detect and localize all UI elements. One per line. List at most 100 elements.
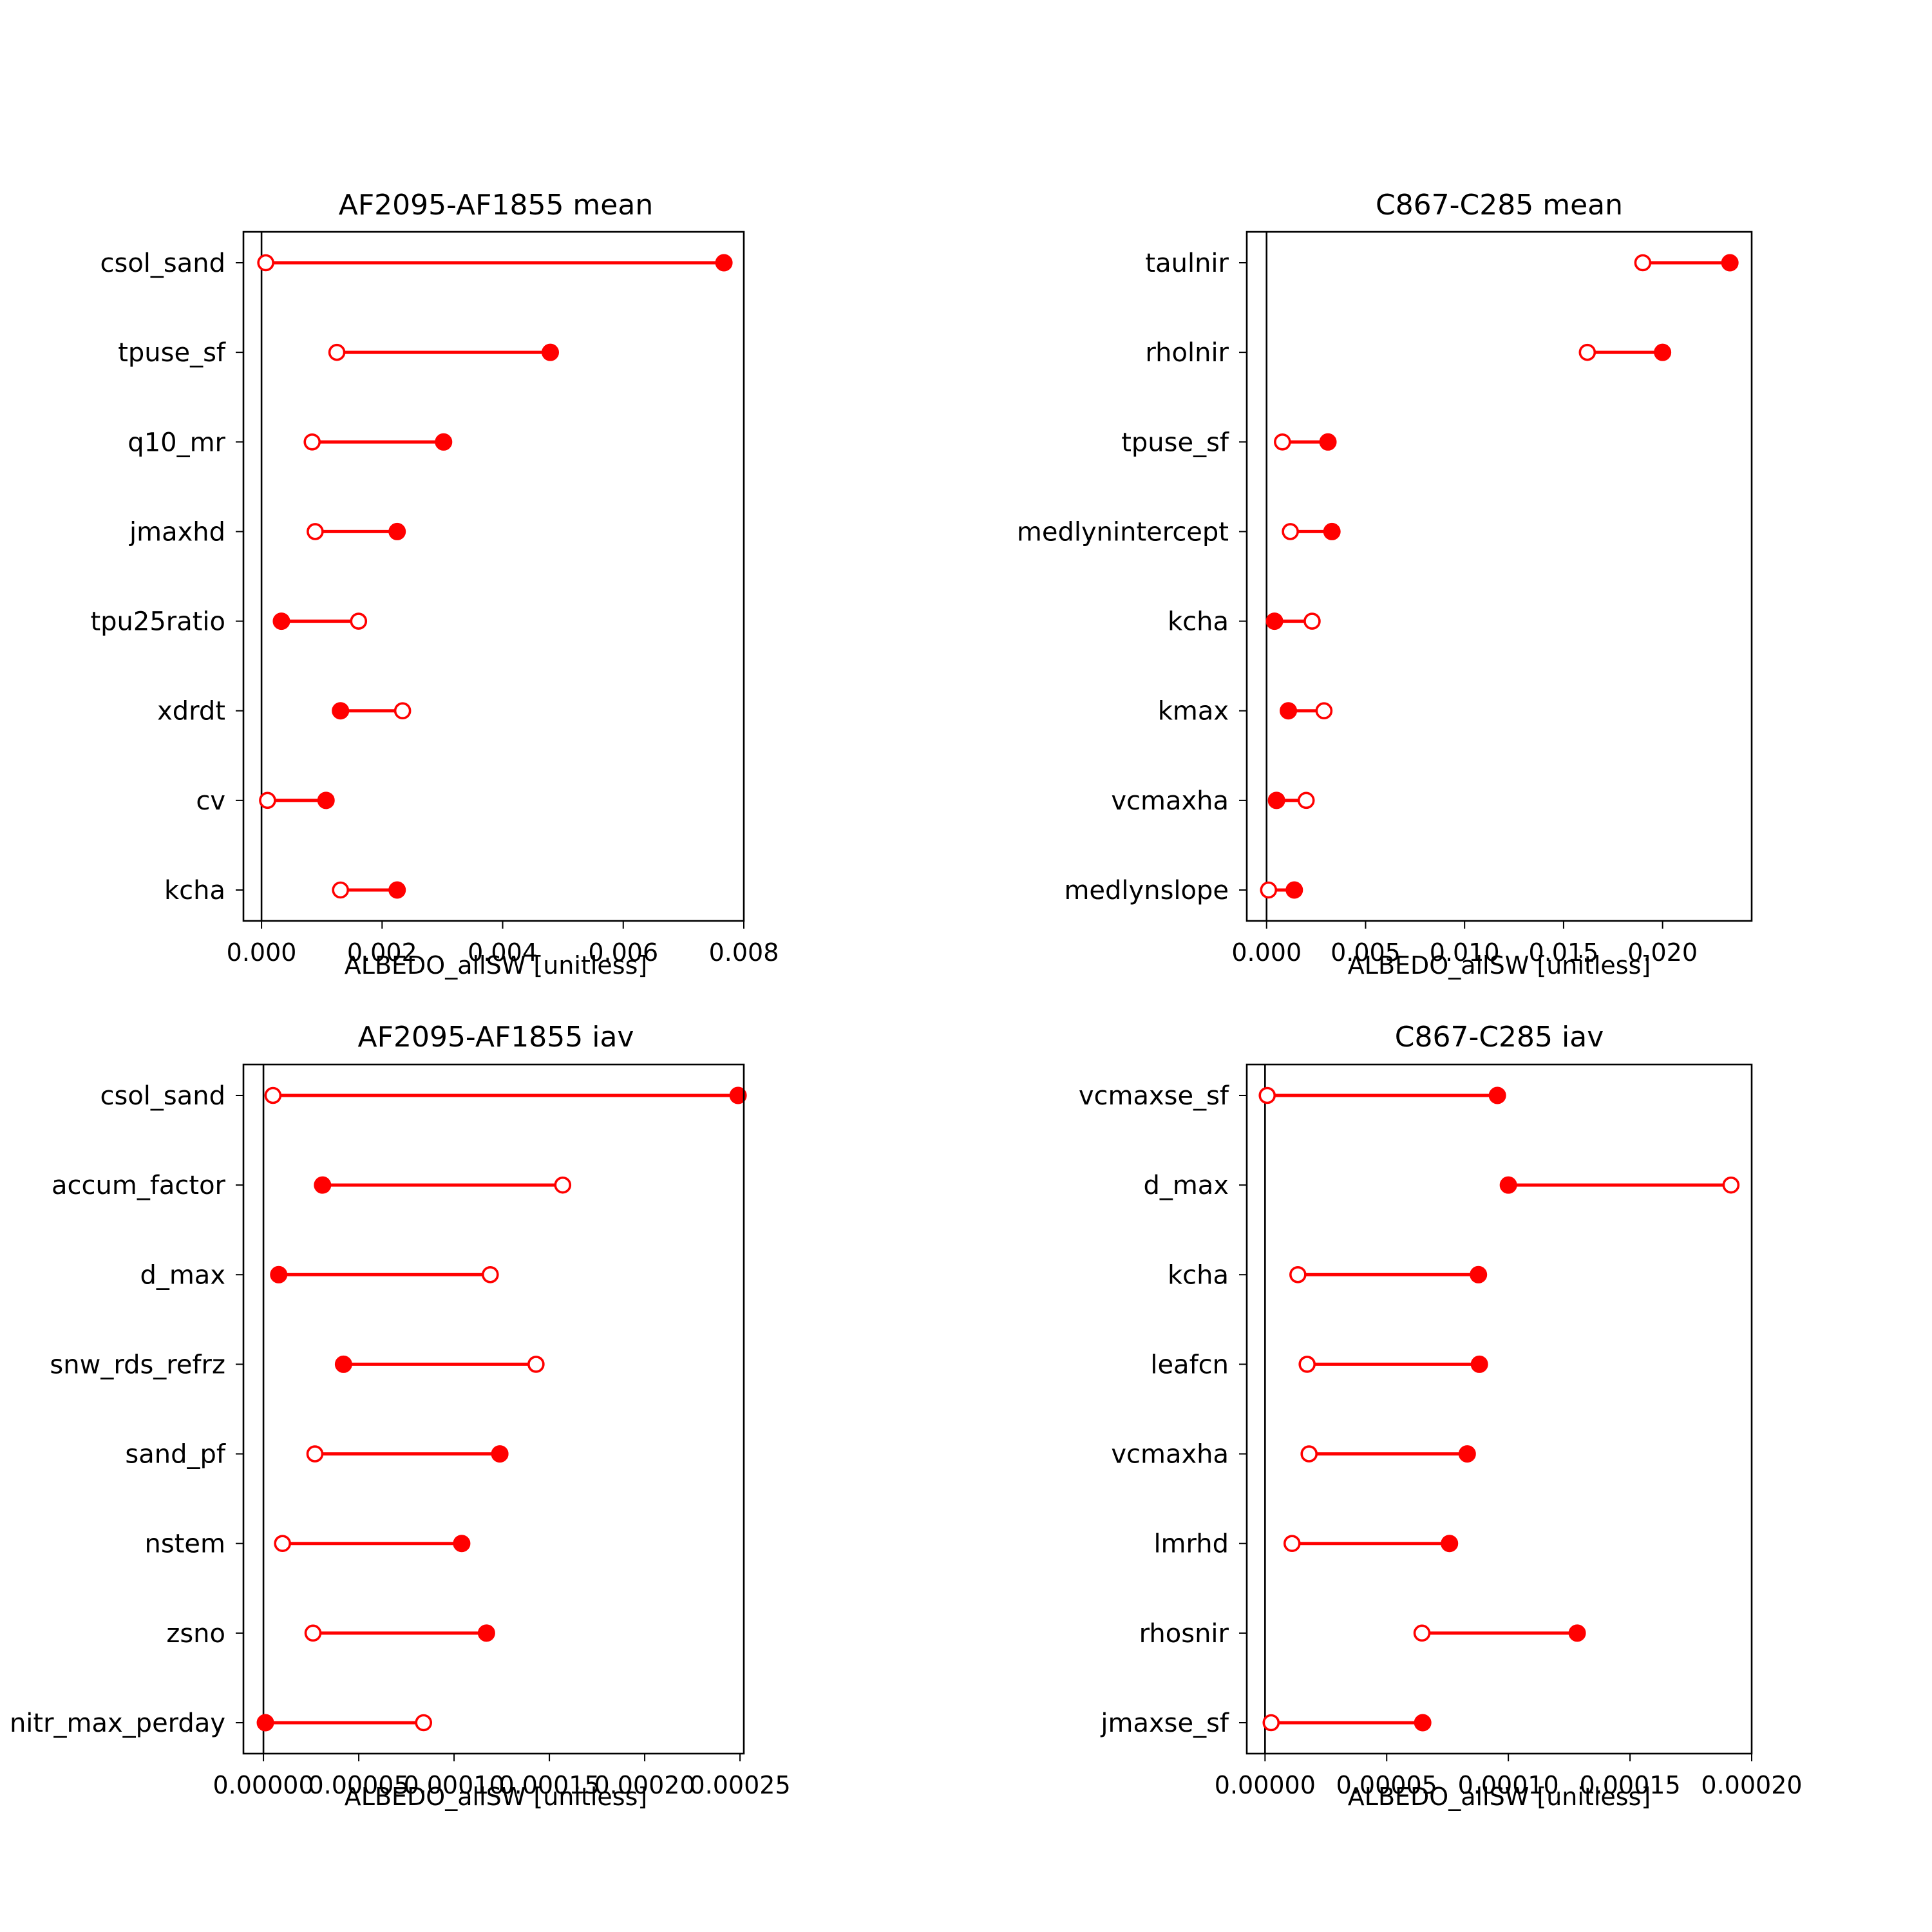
filled-point: [272, 612, 290, 630]
x-tick-label: 0.000: [227, 938, 297, 967]
y-tick-label: vcmaxha: [1111, 1440, 1229, 1470]
y-tick-label: taulnir: [1145, 249, 1229, 278]
open-point: [306, 1445, 324, 1463]
filled-point: [334, 1355, 352, 1373]
open-point: [1289, 1265, 1307, 1283]
y-tick-label: kcha: [1168, 1260, 1229, 1290]
filled-point: [1568, 1624, 1586, 1642]
filled-point: [541, 343, 559, 361]
open-point: [1722, 1176, 1740, 1194]
filled-point: [477, 1624, 495, 1642]
x-tick-label: 0.002: [347, 938, 417, 967]
open-point: [1298, 1356, 1316, 1373]
open-point: [393, 702, 412, 720]
panel-af-iav: AF2095-AF1855 iav ALBEDO_allSW [unitless…: [10, 1021, 791, 1811]
y-tick-label: nitr_max_perday: [10, 1709, 225, 1738]
x-tick-label: 0.015: [1529, 938, 1599, 967]
x-tick-label: 0.008: [709, 938, 779, 967]
filled-point: [317, 791, 335, 810]
open-point: [527, 1356, 545, 1373]
x-axis-label: ALBEDO_allSW [unitless]: [1348, 1783, 1651, 1811]
y-tick-label: accum_factor: [52, 1171, 226, 1200]
x-tick-label: 0.000: [1231, 938, 1302, 967]
open-point: [1260, 881, 1278, 899]
open-point: [274, 1535, 291, 1553]
filled-point: [1280, 702, 1298, 720]
x-tick-label: 0.020: [1627, 938, 1698, 967]
filled-point: [1488, 1086, 1506, 1104]
open-point: [1303, 612, 1321, 630]
x-tick-label: 0.00010: [404, 1771, 505, 1799]
y-tick-label: vcmaxha: [1111, 786, 1229, 816]
panel-af-mean: AF2095-AF1855 mean ALBEDO_allSW [unitles…: [90, 189, 779, 980]
axes-frame: [1245, 1063, 1753, 1755]
y-tick-label: sand_pf: [125, 1440, 225, 1470]
filled-point: [1414, 1714, 1432, 1732]
axes-frame: [242, 231, 745, 922]
y-tick-label: xdrdt: [157, 697, 225, 726]
x-tick-label: 0.00015: [1580, 1771, 1681, 1799]
axes-frame: [1245, 231, 1753, 922]
x-tick-label: 0.00020: [1701, 1771, 1802, 1799]
open-point: [1258, 1086, 1276, 1104]
y-tick-label: csol_sand: [100, 249, 225, 278]
panel-title: AF2095-AF1855 iav: [358, 1021, 634, 1054]
filled-point: [1470, 1265, 1488, 1283]
y-tick-label: zsno: [166, 1619, 225, 1649]
filled-point: [1499, 1176, 1517, 1194]
filled-point: [435, 433, 453, 451]
filled-point: [270, 1265, 288, 1283]
open-point: [1274, 433, 1291, 451]
filled-point: [1285, 881, 1303, 899]
x-axis-label: ALBEDO_allSW [unitless]: [345, 951, 647, 980]
panel-title: C867-C285 iav: [1395, 1021, 1604, 1054]
y-tick-label: nstem: [145, 1530, 225, 1559]
filled-point: [1319, 433, 1337, 451]
filled-point: [1654, 343, 1672, 361]
x-axis-label: ALBEDO_allSW [unitless]: [1348, 951, 1651, 980]
open-point: [1282, 523, 1299, 540]
x-tick-label: 0.00020: [594, 1771, 696, 1799]
x-tick-label: 0.00015: [499, 1771, 600, 1799]
open-point: [1634, 254, 1652, 272]
filled-point: [1721, 254, 1739, 272]
filled-point: [388, 881, 406, 899]
y-tick-label: lmrhd: [1153, 1530, 1229, 1559]
open-point: [1413, 1624, 1431, 1642]
y-tick-label: medlynslope: [1064, 876, 1229, 905]
filled-point: [715, 254, 733, 272]
open-point: [1578, 343, 1596, 361]
open-point: [1283, 1535, 1301, 1553]
y-tick-label: jmaxhd: [129, 517, 225, 547]
y-tick-label: csol_sand: [100, 1081, 225, 1111]
open-point: [259, 791, 276, 810]
open-point: [257, 254, 274, 272]
filled-point: [388, 522, 406, 540]
y-tick-label: d_max: [1143, 1171, 1229, 1200]
y-tick-label: d_max: [140, 1260, 225, 1290]
filled-point: [453, 1535, 471, 1553]
x-tick-label: 0.00005: [1336, 1771, 1437, 1799]
y-tick-label: q10_mr: [128, 428, 225, 457]
y-tick-label: kmax: [1158, 697, 1229, 726]
y-tick-label: tpuse_sf: [1121, 428, 1229, 457]
open-point: [1300, 1445, 1318, 1463]
x-tick-label: 0.004: [468, 938, 538, 967]
axes-frame: [242, 1063, 745, 1755]
x-tick-label: 0.00000: [1215, 1771, 1316, 1799]
filled-point: [256, 1714, 274, 1732]
y-tick-label: snw_rds_refrz: [50, 1350, 225, 1379]
filled-point: [1265, 612, 1283, 630]
open-point: [264, 1086, 282, 1104]
filled-point: [1267, 791, 1285, 810]
y-tick-label: rholnir: [1145, 338, 1229, 368]
panel-title: C867-C285 mean: [1376, 189, 1623, 222]
y-tick-label: vcmaxse_sf: [1079, 1081, 1229, 1111]
open-point: [328, 343, 346, 361]
x-tick-label: 0.00000: [213, 1771, 314, 1799]
filled-point: [729, 1086, 747, 1104]
x-tick-label: 0.00025: [690, 1771, 791, 1799]
open-point: [332, 881, 350, 899]
x-axis-label: ALBEDO_allSW [unitless]: [345, 1783, 647, 1811]
filled-point: [1441, 1535, 1459, 1553]
